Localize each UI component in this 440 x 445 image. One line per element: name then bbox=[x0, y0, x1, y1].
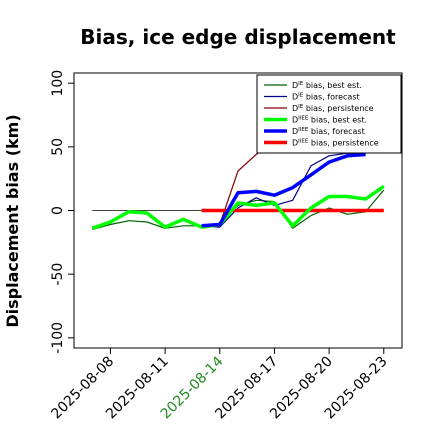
y-tick-label: -50 bbox=[50, 263, 66, 286]
y-tick-label: 50 bbox=[50, 138, 66, 156]
legend-entry: DIIEE bias, best est. bbox=[292, 116, 367, 125]
series-line-2 bbox=[201, 152, 366, 228]
legend-box bbox=[256, 74, 402, 154]
legend-entry: DIE bias, best est. bbox=[292, 81, 362, 90]
legend-entry: DIIEE bias, persistence bbox=[292, 139, 379, 148]
y-tick-label: 0 bbox=[50, 206, 66, 215]
series-line-4 bbox=[91, 184, 385, 230]
legend-entry: DIE bias, persistence bbox=[292, 104, 374, 113]
y-tick-label: 100 bbox=[50, 70, 66, 97]
series-line-5 bbox=[201, 152, 366, 228]
chart-title: Bias, ice edge displacement bbox=[80, 25, 396, 49]
legend-entry: DIE bias, forecast bbox=[292, 93, 360, 102]
y-axis-label: Displacement bias (km) bbox=[3, 114, 22, 327]
legend-entry: DIIEE bias, forecast bbox=[292, 127, 365, 136]
legend: DIE bias, best est. DIE bias, forecast DIE… bbox=[256, 74, 402, 154]
series-layer bbox=[91, 131, 385, 231]
y-tick-label: -100 bbox=[50, 322, 66, 354]
